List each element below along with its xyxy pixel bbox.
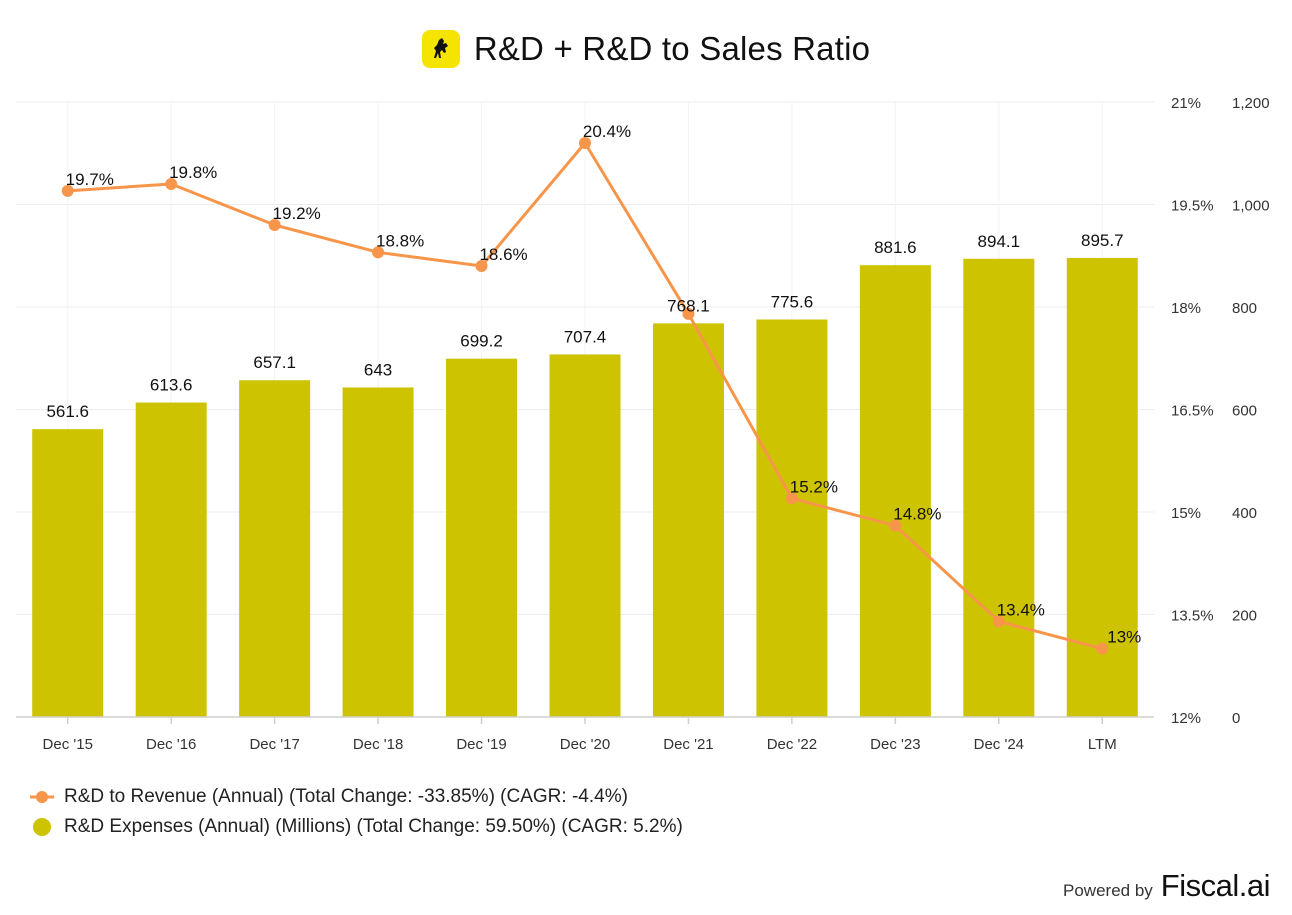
legend-line-swatch <box>28 787 56 807</box>
bar <box>652 323 724 717</box>
x-axis-tick-label: Dec '18 <box>353 736 403 753</box>
x-axis-tick-label: Dec '16 <box>146 736 196 753</box>
y-axis-expense-tick-label: 1,000 <box>1232 198 1270 215</box>
bar-data-label: 707.4 <box>564 327 607 346</box>
y-axis-expense-tick-label: 200 <box>1232 608 1257 625</box>
ratio-data-label: 19.7% <box>66 170 114 189</box>
ratio-data-label: 20.4% <box>583 122 631 141</box>
ratio-data-label: 18.8% <box>376 231 424 250</box>
ratio-data-label: 13% <box>1107 628 1141 647</box>
x-axis-tick-label: Dec '17 <box>249 736 299 753</box>
legend-bar-swatch <box>28 817 56 837</box>
bar <box>549 354 621 717</box>
bar-data-label: 643 <box>364 360 392 379</box>
ratio-data-label: 19.2% <box>273 204 321 223</box>
ratio-point <box>165 178 178 190</box>
y-axis-expense-tick-label: 0 <box>1232 710 1240 727</box>
prancing-horse-icon <box>433 38 448 58</box>
ratio-point <box>268 219 281 231</box>
y-axis-ratio-tick-label: 18% <box>1171 300 1201 317</box>
y-axis-ratio-tick-label: 16.5% <box>1171 403 1214 420</box>
legend-label-expenses: R&D Expenses (Annual) (Millions) (Total … <box>64 816 683 837</box>
y-axis-ratio-tick-label: 15% <box>1171 505 1201 522</box>
ratio-point <box>372 246 385 259</box>
ratio-point <box>579 137 591 149</box>
fiscal-ai-logo[interactable]: Fiscal.ai <box>1160 868 1271 903</box>
y-axis-ratio-tick-label: 19.5% <box>1171 198 1214 215</box>
x-axis-tick-label: Dec '19 <box>456 736 506 753</box>
bar <box>32 429 104 717</box>
bar-data-label: 895.7 <box>1081 231 1124 250</box>
bar <box>963 258 1035 717</box>
bar-data-label: 775.6 <box>771 293 814 312</box>
bar <box>756 319 828 717</box>
ratio-data-label: 19.8% <box>169 163 217 182</box>
chart-header: R&D + R&D to Sales Ratio <box>0 24 1292 74</box>
bar-data-label: 657.1 <box>253 353 296 372</box>
ratio-data-label: 15.2% <box>790 477 838 496</box>
ratio-data-label: 14.8% <box>893 505 941 524</box>
chart-area: 561.6 613.6 657.1 643 699.2 707.4 768.1 775.6 88… <box>16 95 1270 753</box>
data-labels: 561.6 613.6 657.1 643 699.2 707.4 768.1 775.6 88… <box>46 122 1141 647</box>
ratio-point <box>682 307 695 320</box>
y-axis-expense-tick-label: 400 <box>1232 505 1257 522</box>
company-logo <box>421 30 460 68</box>
x-axis-tick-label: Dec '21 <box>663 736 713 753</box>
x-axis-tick-label: Dec '24 <box>974 736 1024 753</box>
bar <box>859 265 931 717</box>
x-axis-tick-label: LTM <box>1088 736 1117 753</box>
ratio-point <box>992 615 1005 628</box>
powered-by-text: Powered by <box>1063 881 1153 900</box>
y-axis-ratio-tick-label: 12% <box>1171 710 1201 727</box>
ratio-point <box>1096 642 1109 655</box>
bar-data-label: 894.1 <box>978 232 1021 251</box>
chart-title: R&D + R&D to Sales Ratio <box>473 30 871 67</box>
legend-item-ratio[interactable]: R&D to Revenue (Annual) (Total Change: -… <box>28 782 683 812</box>
y-axis-expense-tick-label: 600 <box>1232 403 1257 420</box>
bar-data-label: 768.1 <box>667 296 710 315</box>
bar <box>239 380 311 717</box>
y-axis-ratio-tick-label: 21% <box>1171 95 1201 112</box>
ratio-point <box>889 519 902 532</box>
x-axis-tick-label: Dec '23 <box>870 736 920 753</box>
bar <box>135 402 207 717</box>
y-axis-ratio-tick-label: 13.5% <box>1171 608 1214 625</box>
bar <box>342 387 414 717</box>
bar-data-label: 561.6 <box>46 402 89 421</box>
footer-branding: Powered by Fiscal.ai <box>1063 868 1270 904</box>
bar-data-label: 699.2 <box>460 332 503 351</box>
bar-data-label: 613.6 <box>150 376 193 395</box>
ratio-data-label: 18.6% <box>479 245 527 264</box>
legend: R&D to Revenue (Annual) (Total Change: -… <box>28 782 683 842</box>
y-axis-expense-tick-label: 1,200 <box>1232 95 1270 112</box>
ratio-point <box>61 184 74 197</box>
y-axis-expense-tick-label: 800 <box>1232 300 1257 317</box>
bar-series <box>32 257 1138 717</box>
ratio-point <box>785 492 798 505</box>
legend-label-ratio: R&D to Revenue (Annual) (Total Change: -… <box>64 786 628 807</box>
bar <box>1066 257 1138 717</box>
axes: 0 200 400 600 800 1,000 1,200 12% 13.5% 15% 16.5% 1… <box>16 95 1270 753</box>
bar <box>446 358 518 717</box>
legend-item-expenses[interactable]: R&D Expenses (Annual) (Millions) (Total … <box>28 812 683 842</box>
x-axis-tick-label: Dec '22 <box>767 736 817 753</box>
ratio-point <box>475 260 488 272</box>
x-axis-tick-label: Dec '20 <box>560 736 610 753</box>
bar-data-label: 881.6 <box>874 238 917 257</box>
ratio-data-label: 13.4% <box>997 600 1045 619</box>
line-series <box>61 137 1109 655</box>
x-axis-tick-label: Dec '15 <box>43 736 93 753</box>
